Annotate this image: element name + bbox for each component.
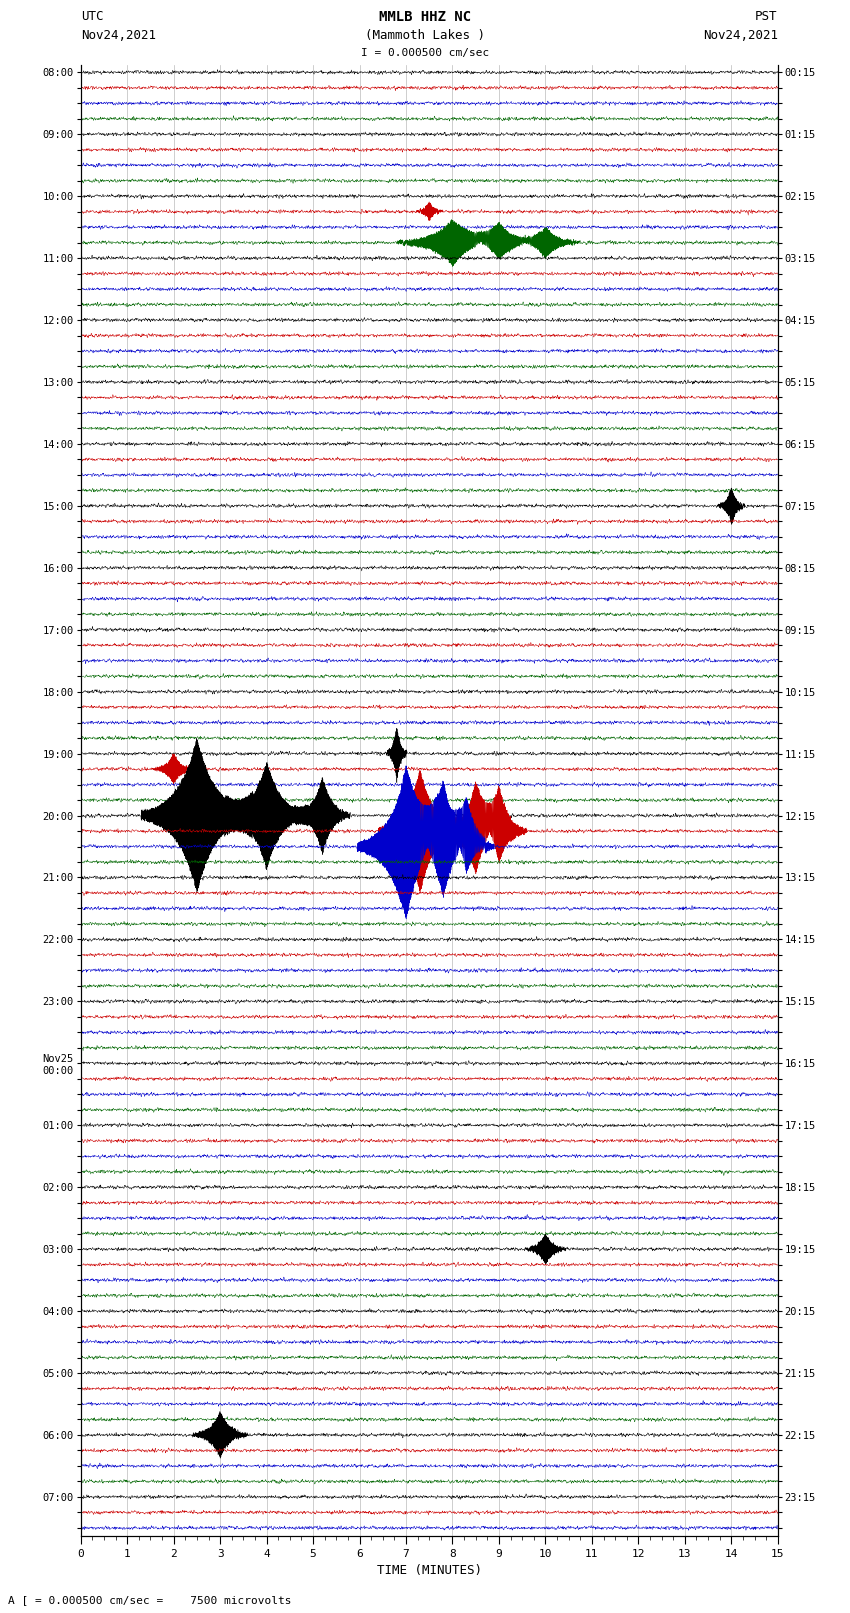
Text: MMLB HHZ NC: MMLB HHZ NC [379,10,471,24]
Text: Nov24,2021: Nov24,2021 [703,29,778,42]
Text: (Mammoth Lakes ): (Mammoth Lakes ) [365,29,485,42]
Text: PST: PST [756,10,778,23]
Text: I = 0.000500 cm/sec: I = 0.000500 cm/sec [361,48,489,58]
X-axis label: TIME (MINUTES): TIME (MINUTES) [377,1565,482,1578]
Text: Nov24,2021: Nov24,2021 [81,29,156,42]
Text: A [ = 0.000500 cm/sec =    7500 microvolts: A [ = 0.000500 cm/sec = 7500 microvolts [8,1595,292,1605]
Text: UTC: UTC [81,10,103,23]
